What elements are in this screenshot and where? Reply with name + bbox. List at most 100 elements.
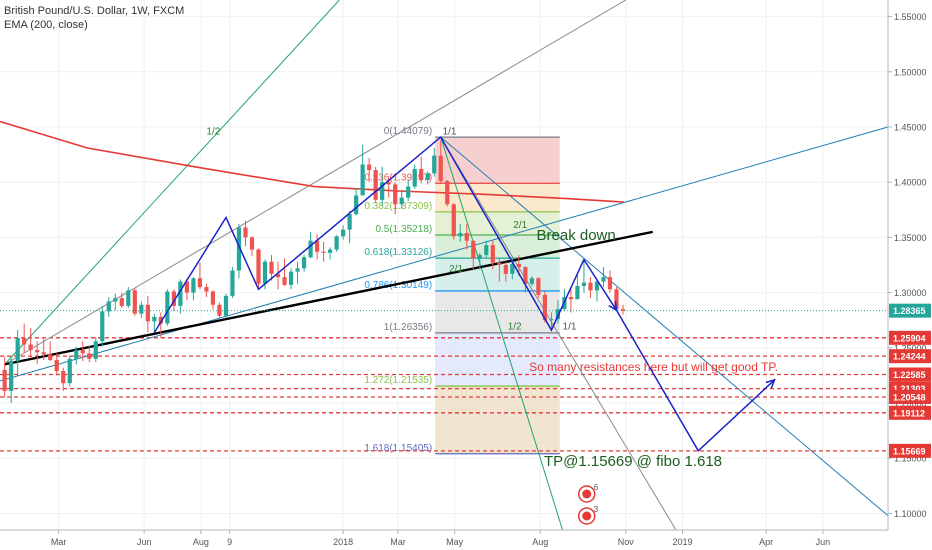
time-tick-label: May xyxy=(446,537,464,547)
candle-body xyxy=(184,281,189,293)
candle xyxy=(301,255,307,272)
price-tick-label: 1.25000 xyxy=(894,343,927,353)
candle xyxy=(295,261,300,284)
candle-body xyxy=(41,352,46,355)
time-tick-label: Jun xyxy=(137,537,152,547)
candle xyxy=(321,241,326,262)
candle xyxy=(555,300,561,324)
candle xyxy=(490,240,495,270)
candle-body xyxy=(373,170,378,200)
candle-body xyxy=(119,298,124,306)
price-tag-label: 1.25904 xyxy=(893,333,926,343)
candle xyxy=(191,277,196,301)
candle-body xyxy=(145,304,150,322)
annotation-text: TP@1.15669 @ fibo 1.618 xyxy=(544,453,722,470)
price-tick-label: 1.10000 xyxy=(894,509,927,519)
candle-body xyxy=(360,164,365,196)
trend-line xyxy=(440,136,677,531)
candle xyxy=(581,259,587,293)
candle-body xyxy=(295,268,300,272)
chart-grid xyxy=(0,0,888,530)
candle-body xyxy=(445,181,450,205)
candle xyxy=(549,312,554,331)
candle-body xyxy=(132,290,137,314)
price-tag-label: 1.24244 xyxy=(893,352,926,362)
candle xyxy=(575,274,580,300)
candle-body xyxy=(210,291,216,305)
indicator-title: EMA (200, close) xyxy=(4,19,88,31)
time-axis[interactable]: Mar Jun Aug 9 2018 Mar May Aug Nov 2019 Apr Jun xyxy=(0,529,932,550)
candle-body xyxy=(386,182,391,185)
price-tick-label: 1.45000 xyxy=(894,122,927,132)
candle-body xyxy=(308,240,313,258)
fib-level-label: 0.382(1.37309) xyxy=(364,201,432,212)
candle-body xyxy=(425,173,430,180)
candle-body xyxy=(568,297,574,300)
candle xyxy=(464,224,469,250)
candle-body xyxy=(412,168,417,187)
resistance-price-tag: 1.25904 xyxy=(889,330,931,345)
candle-body xyxy=(249,237,255,250)
chart-legend: British Pound/U.S. Dollar, 1W, FXCM EMA … xyxy=(4,4,184,32)
candle-body xyxy=(432,155,437,174)
candle xyxy=(445,179,450,207)
resistance-lines xyxy=(0,337,888,452)
time-tick-label: Mar xyxy=(390,537,406,547)
event-dot xyxy=(582,489,592,499)
candle-body xyxy=(223,295,229,316)
candle-body xyxy=(54,359,59,371)
candle-body xyxy=(607,277,613,290)
fib-zone xyxy=(435,290,560,333)
candle xyxy=(249,236,255,257)
candle-body xyxy=(614,289,619,310)
candle xyxy=(438,140,443,184)
candles xyxy=(2,140,626,404)
fib-level-label: 0.618(1.33126) xyxy=(364,247,432,258)
resistance-price-tag: 1.15669 xyxy=(889,443,931,458)
fib-level-label: 0.5(1.35218) xyxy=(375,224,432,235)
candle xyxy=(230,267,235,299)
candle xyxy=(93,336,98,363)
annotation-text: 2/1 xyxy=(513,220,527,231)
candle-body xyxy=(139,304,144,314)
candle-body xyxy=(347,214,352,230)
time-tick-label: Apr xyxy=(759,537,773,547)
candle xyxy=(327,247,333,260)
candle xyxy=(529,276,534,286)
candle-body xyxy=(497,262,502,265)
candle-body xyxy=(471,240,476,259)
candle xyxy=(419,156,424,184)
event-flag-icon: 3 xyxy=(577,505,599,525)
candle xyxy=(503,261,508,282)
candle xyxy=(393,182,398,215)
price-tag-label: 1.15669 xyxy=(893,446,926,456)
candle xyxy=(145,295,150,333)
candle xyxy=(87,345,92,363)
candle-body xyxy=(158,316,163,324)
candle-body xyxy=(523,267,528,284)
candle-body xyxy=(510,263,515,274)
candle-body xyxy=(601,277,606,282)
candle-body xyxy=(406,186,411,198)
fib-level-label: 1.618(1.15405) xyxy=(364,443,432,454)
candle-body xyxy=(113,298,118,302)
price-tick-label: 1.30000 xyxy=(894,288,927,298)
candle-body xyxy=(275,273,281,278)
price-axis-bg xyxy=(888,0,932,550)
resistance-price-tag: 1.24244 xyxy=(889,349,931,364)
candle xyxy=(243,220,248,247)
candle xyxy=(412,164,417,189)
candle-body xyxy=(588,282,593,291)
candle-body xyxy=(393,184,398,205)
candle xyxy=(54,353,59,376)
candle-body xyxy=(269,261,274,274)
candle-body xyxy=(458,232,463,237)
time-tick-label: Aug xyxy=(532,537,548,547)
candle xyxy=(204,283,209,298)
candle xyxy=(471,240,476,271)
price-tick-label: 1.55000 xyxy=(894,12,927,22)
wave-drawings xyxy=(153,135,776,452)
price-tag-bg xyxy=(889,389,931,404)
